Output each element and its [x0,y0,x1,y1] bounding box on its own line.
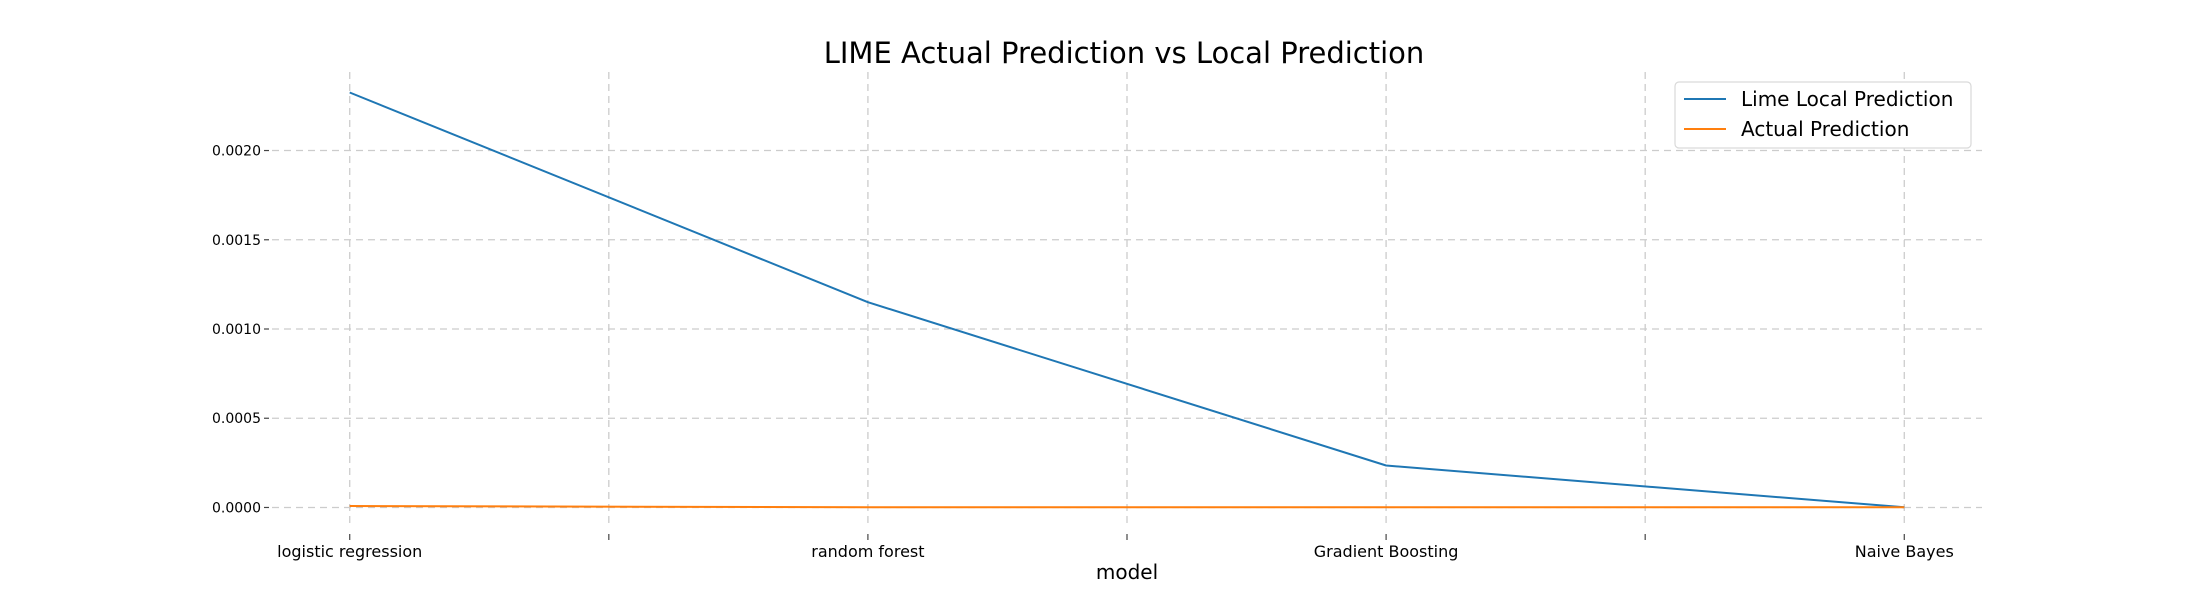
axis-ticks: logistic regression random forest Gradient… [212,144,1954,561]
x-tick-label: random forest [811,542,924,561]
y-tick-label: 0.0020 [212,144,261,160]
y-tick-label: 0.0015 [212,233,261,249]
legend-box [1674,81,1972,149]
y-tick-label: 0.0000 [212,500,261,516]
y-tick-label: 0.0010 [212,322,261,338]
x-tick-label: Gradient Boosting [1314,542,1459,561]
legend-entry: Lime Local Prediction [1741,87,1953,111]
x-tick-label: logistic regression [277,542,422,561]
x-tick-label: Naive Bayes [1855,542,1954,561]
series-lines [349,91,1905,509]
series-line-1 [349,505,1905,509]
series-line-0 [349,91,1905,509]
x-axis-label: model [1096,560,1158,584]
legend-entry: Actual Prediction [1741,117,1909,141]
legend: Lime Local Prediction Actual Prediction [1674,81,1972,149]
chart-title: LIME Actual Prediction vs Local Predicti… [824,36,1425,70]
y-tick-label: 0.0005 [212,411,261,427]
